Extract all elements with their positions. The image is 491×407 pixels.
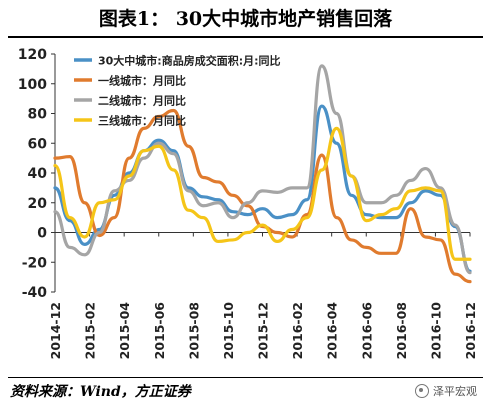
source-divider bbox=[8, 377, 483, 378]
source-note: 资料来源：Wind，方正证券 bbox=[10, 384, 191, 400]
y-tick-label: -20 bbox=[22, 255, 48, 271]
x-tick-label: 2015-06 bbox=[152, 302, 167, 360]
y-tick-label: -40 bbox=[22, 285, 48, 301]
x-tick-label: 2014-12 bbox=[48, 302, 63, 359]
x-tick-label: 2016-10 bbox=[428, 302, 443, 360]
x-tick-label: 2016-12 bbox=[463, 302, 478, 359]
watermark-label: 泽平宏观 bbox=[433, 385, 477, 398]
line-chart: -40 -20 0 20 40 60 80 100 120 2014-12 2015-02 2015-… bbox=[18, 47, 478, 360]
y-tick-label: 120 bbox=[18, 47, 47, 63]
x-tick-label: 2016-02 bbox=[290, 302, 305, 359]
wechat-icon bbox=[415, 384, 429, 398]
legend-label: 30大中城市:商品房成交面积:月:同比 bbox=[98, 54, 281, 68]
x-tick-label: 2015-04 bbox=[117, 302, 132, 360]
page-title: 图表1： 30大中城市地产销售回落 bbox=[98, 8, 393, 30]
series-line bbox=[53, 126, 472, 261]
x-tick-label: 2015-08 bbox=[186, 302, 201, 359]
y-tick-label: 80 bbox=[28, 107, 48, 123]
x-tick-label: 2015-12 bbox=[256, 302, 271, 359]
x-tick-label: 2016-06 bbox=[359, 302, 374, 360]
y-tick-label: 100 bbox=[18, 77, 47, 93]
x-tick-label: 2015-10 bbox=[221, 302, 236, 360]
x-tick-label: 2015-02 bbox=[83, 302, 98, 359]
x-tick-label: 2016-04 bbox=[325, 302, 340, 360]
x-tick-label: 2016-08 bbox=[394, 302, 409, 359]
y-tick-label: 20 bbox=[28, 196, 48, 212]
series-line bbox=[53, 104, 472, 273]
title-divider bbox=[8, 36, 483, 38]
y-tick-label: 60 bbox=[28, 136, 48, 152]
legend-label: 二线城市：月同比 bbox=[98, 94, 186, 108]
y-tick-label: 0 bbox=[37, 226, 47, 242]
legend-label: 三线城市：月同比 bbox=[98, 114, 186, 128]
y-tick-label: 40 bbox=[28, 166, 48, 182]
watermark: 泽平宏观 bbox=[415, 383, 477, 399]
legend-label: 一线城市：月同比 bbox=[98, 74, 186, 88]
